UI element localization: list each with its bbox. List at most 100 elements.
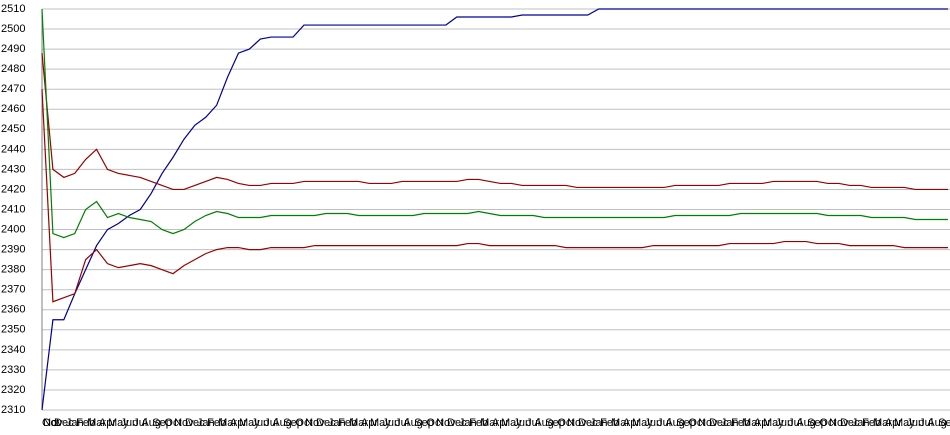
series-line (41, 8, 948, 239)
x-tick-label: Jul (395, 417, 409, 429)
x-tick-label: Sep (545, 417, 565, 429)
x-tick-label: Mar (87, 417, 106, 429)
x-tick-label: Aug (665, 417, 685, 429)
x-tick-label: Feb (731, 417, 750, 429)
x-tick-label: Mar (742, 417, 761, 429)
x-tick-label: May (108, 417, 129, 429)
x-tick-label: Aug (141, 417, 161, 429)
x-tick-label: May (239, 417, 260, 429)
x-tick-label: Jun (513, 417, 531, 429)
x-tick-label: Apr (230, 417, 247, 429)
y-tick-label: 2400 (1, 223, 25, 235)
x-tick-label: Oct (688, 417, 705, 429)
x-tick-label: Dec (54, 417, 74, 429)
x-tick-label: Jan (590, 417, 608, 429)
x-tick-label: Aug (272, 417, 292, 429)
x-tick-label: Oct (164, 417, 181, 429)
x-tick-label: Jun (775, 417, 793, 429)
x-tick-label: Dec (709, 417, 729, 429)
x-tick-label: Mar (873, 417, 892, 429)
y-tick-label: 2380 (1, 264, 25, 276)
x-tick-label: Jan (721, 417, 739, 429)
x-tick-label: Oct (42, 417, 59, 429)
y-tick-label: 2500 (1, 23, 25, 35)
x-tick-label: Jan (66, 417, 84, 429)
y-tick-label: 2450 (1, 123, 25, 135)
y-tick-label: 2320 (1, 384, 25, 396)
x-tick-label: Dec (316, 417, 336, 429)
x-tick-label: Jul (919, 417, 933, 429)
y-tick-label: 2410 (1, 203, 25, 215)
x-tick-label: Oct (819, 417, 836, 429)
series-line (41, 8, 948, 411)
x-tick-label: Apr (492, 417, 509, 429)
x-tick-label: Jun (644, 417, 662, 429)
x-tick-label: Jul (133, 417, 147, 429)
y-tick-label: 2350 (1, 324, 25, 336)
x-tick-label: Sep (283, 417, 303, 429)
x-tick-label: Feb (469, 417, 488, 429)
x-tick-label: Nov (305, 417, 325, 429)
x-tick-label: Jun (906, 417, 924, 429)
x-tick-label: Apr (754, 417, 771, 429)
x-tick-label: Aug (534, 417, 554, 429)
x-tick-label: Oct (426, 417, 443, 429)
x-tick-label: May (763, 417, 784, 429)
y-tick-label: 2370 (1, 284, 25, 296)
y-tick-label: 2310 (1, 404, 25, 416)
series-line (41, 89, 948, 303)
y-tick-label: 2490 (1, 43, 25, 55)
x-tick-label: Jun (251, 417, 269, 429)
y-tick-label: 2460 (1, 103, 25, 115)
x-tick-label: Apr (885, 417, 902, 429)
x-tick-label: Sep (807, 417, 827, 429)
x-tick-label: Nov (698, 417, 718, 429)
x-tick-label: Sep (152, 417, 172, 429)
x-tick-label: Jul (264, 417, 278, 429)
x-tick-label: Feb (338, 417, 357, 429)
y-tick-label: 2440 (1, 143, 25, 155)
x-tick-label: Sep (676, 417, 696, 429)
x-tick-label: Aug (796, 417, 816, 429)
x-tick-label: Feb (862, 417, 881, 429)
x-tick-label: Nov (567, 417, 587, 429)
y-tick-label: 2430 (1, 163, 25, 175)
x-tick-label: Jul (526, 417, 540, 429)
x-tick-label: Nov (43, 417, 63, 429)
x-tick-label: Dec (840, 417, 860, 429)
x-tick-label: May (894, 417, 915, 429)
y-tick-label: 2510 (1, 3, 25, 15)
x-tick-label: Jan (459, 417, 477, 429)
x-tick-label: Apr (99, 417, 116, 429)
x-tick-label: May (501, 417, 522, 429)
x-tick-label: Oct (295, 417, 312, 429)
x-tick-label: Feb (600, 417, 619, 429)
x-tick-label: Jan (197, 417, 215, 429)
x-tick-label: Mar (218, 417, 237, 429)
y-tick-label: 2340 (1, 344, 25, 356)
x-tick-label: Nov (174, 417, 194, 429)
x-tick-label: Jun (382, 417, 400, 429)
x-tick-label: Aug (403, 417, 423, 429)
y-tick-label: 2470 (1, 83, 25, 95)
y-tick-label: 2480 (1, 63, 25, 75)
x-tick-label: Apr (361, 417, 378, 429)
x-tick-label: Sep (938, 417, 950, 429)
x-tick-label: Dec (447, 417, 467, 429)
x-tick-label: Jan (328, 417, 346, 429)
x-tick-label: Oct (557, 417, 574, 429)
x-tick-label: Aug (927, 417, 947, 429)
x-tick-label: Jan (852, 417, 870, 429)
x-tick-label: Feb (207, 417, 226, 429)
x-tick-label: Jul (788, 417, 802, 429)
y-tick-label: 2420 (1, 183, 25, 195)
x-tick-label: Nov (436, 417, 456, 429)
x-tick-label: Jun (120, 417, 138, 429)
x-tick-label: May (632, 417, 653, 429)
y-tick-label: 2390 (1, 244, 25, 256)
x-tick-label: Dec (185, 417, 205, 429)
x-tick-label: Mar (611, 417, 630, 429)
x-tick-label: Mar (480, 417, 499, 429)
y-tick-label: 2360 (1, 304, 25, 316)
